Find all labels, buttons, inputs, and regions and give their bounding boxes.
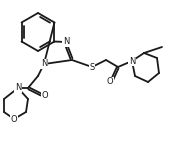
Text: N: N xyxy=(15,84,21,93)
Text: N: N xyxy=(41,59,47,68)
Text: O: O xyxy=(107,77,113,87)
Text: O: O xyxy=(42,90,48,99)
Text: O: O xyxy=(11,115,17,124)
Text: N: N xyxy=(63,38,69,47)
Text: N: N xyxy=(129,57,135,66)
Text: S: S xyxy=(89,62,95,71)
